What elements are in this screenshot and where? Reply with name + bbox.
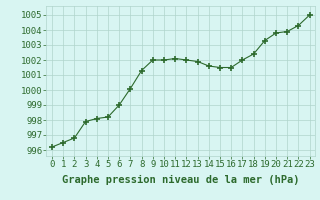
X-axis label: Graphe pression niveau de la mer (hPa): Graphe pression niveau de la mer (hPa)	[62, 175, 300, 185]
